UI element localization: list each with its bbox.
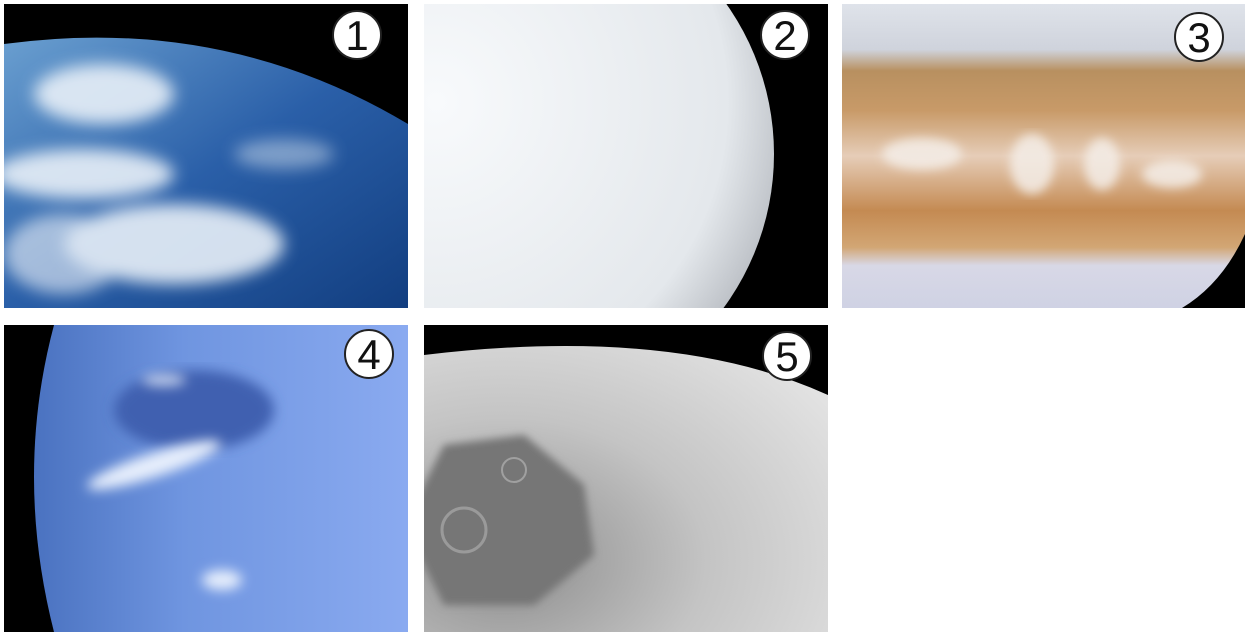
panel-venus: 2 [424, 4, 828, 308]
jupiter-image [842, 4, 1245, 308]
panel-saturn: 5 [424, 325, 828, 632]
panel-number: 3 [1174, 12, 1224, 62]
venus-image [424, 4, 828, 308]
panel-jupiter: 3 [842, 4, 1245, 308]
panel-number: 5 [762, 331, 812, 381]
panel-number: 4 [344, 329, 394, 379]
panel-number: 2 [760, 10, 810, 60]
saturn-image [424, 325, 828, 632]
neptune-image [4, 325, 408, 632]
panel-number: 1 [332, 10, 382, 60]
panel-neptune: 4 [4, 325, 408, 632]
panel-earth: 1 [4, 4, 408, 308]
